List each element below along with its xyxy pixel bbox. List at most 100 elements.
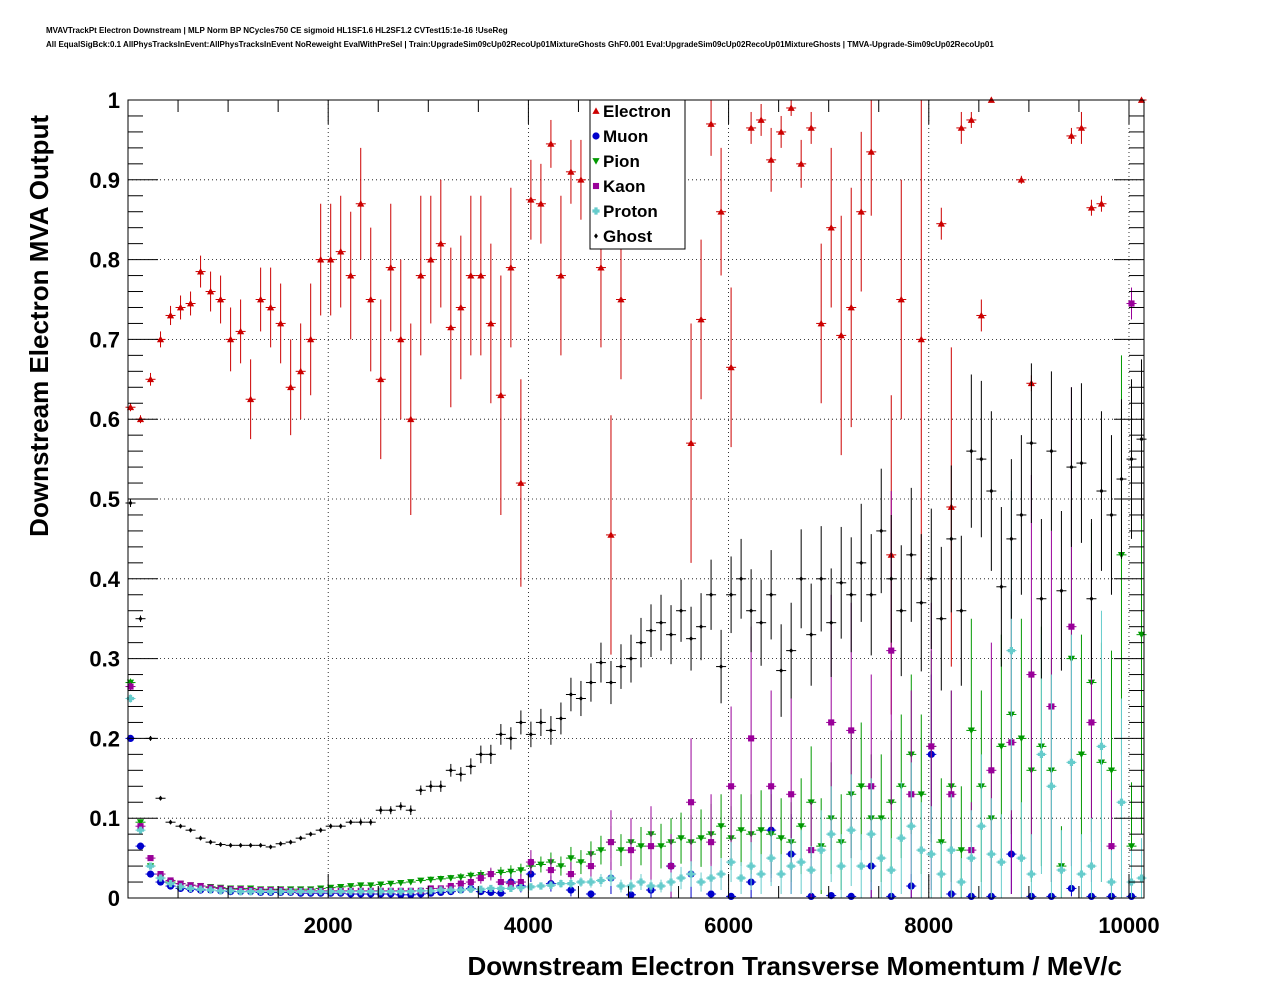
pion-point: [347, 883, 355, 890]
electron-point: [367, 295, 375, 303]
electron-point: [617, 295, 625, 303]
kaon-point: [447, 882, 454, 890]
ghost-point: [719, 663, 724, 670]
pion-point: [427, 876, 435, 884]
ghost-point: [558, 715, 563, 722]
proton-point: [537, 882, 545, 890]
electron-point: [767, 156, 775, 163]
kaon-point: [667, 863, 675, 870]
kaon-point: [477, 874, 484, 882]
electron-point: [697, 315, 705, 323]
proton-point: [847, 826, 855, 834]
electron-point: [747, 124, 755, 131]
ghost-point: [999, 584, 1004, 590]
electron-point: [967, 116, 975, 123]
ghost-point: [1059, 588, 1064, 594]
electron-point: [126, 403, 135, 411]
ghost-point: [1069, 464, 1074, 470]
proton-point: [777, 870, 785, 878]
electron-point: [237, 327, 245, 335]
electron-point: [307, 335, 315, 343]
ghost-point: [448, 767, 453, 773]
ghost-point: [829, 620, 834, 626]
electron-point: [186, 299, 195, 307]
ghost-point: [278, 841, 283, 847]
muon-point: [827, 892, 835, 900]
legend-label-electron: Electron: [603, 102, 671, 121]
ghost-point: [348, 819, 353, 825]
kaon-point: [788, 791, 795, 798]
electron-point: [287, 383, 295, 391]
pion-point: [717, 823, 725, 830]
electron-point: [797, 160, 805, 167]
muon-point: [156, 878, 165, 886]
proton-point: [1037, 750, 1045, 758]
ghost-point: [228, 842, 233, 848]
electron-point: [807, 124, 815, 131]
pion-point: [617, 847, 625, 854]
ghost-point: [538, 719, 543, 726]
pion-point: [757, 827, 765, 834]
legend-label-ghost: Ghost: [603, 227, 652, 246]
proton-point: [357, 888, 365, 896]
proton-point: [997, 858, 1005, 866]
kaon-point: [888, 647, 895, 654]
ghost-point: [238, 842, 243, 848]
pion-point: [497, 869, 505, 877]
proton-point: [186, 884, 195, 893]
electron-point: [557, 271, 565, 279]
ghost-point: [258, 842, 263, 848]
kaon-point: [687, 799, 695, 806]
proton-point: [787, 862, 795, 870]
proton-point: [206, 886, 215, 894]
electron-point: [597, 263, 605, 271]
muon-point: [707, 890, 715, 898]
ghost-point: [1009, 536, 1014, 542]
proton-point: [1077, 870, 1086, 878]
ghost-point: [699, 624, 704, 630]
ghost-point: [578, 695, 583, 702]
legend-entry-kaon: Kaon: [592, 177, 646, 196]
ghost-point: [408, 807, 413, 813]
x-axis-title: Downstream Electron Transverse Momentum …: [467, 951, 1122, 981]
proton-point: [927, 850, 935, 858]
electron-point: [166, 311, 175, 319]
ghost-point: [979, 456, 984, 462]
proton-point: [827, 830, 835, 838]
electron-point: [417, 271, 425, 279]
ghost-point: [208, 839, 213, 845]
legend-entry-pion: Pion: [592, 152, 640, 171]
kaon-point: [127, 683, 134, 690]
pion-point: [437, 875, 445, 883]
electron-point: [857, 208, 865, 215]
kaon-point: [1088, 719, 1095, 726]
muon-point: [497, 889, 505, 897]
electron-point: [477, 271, 485, 279]
electron-point: [447, 323, 455, 331]
proton-point: [527, 883, 535, 891]
ghost-point: [1049, 448, 1054, 454]
kaon-point: [157, 871, 164, 878]
ghost-point: [498, 731, 503, 738]
electron-point: [277, 319, 285, 327]
pion-point: [407, 879, 415, 886]
ghost-point: [779, 667, 784, 674]
series-ghost: [125, 359, 1147, 850]
electron-point: [1017, 176, 1025, 183]
pion-point: [1077, 751, 1086, 758]
pion-point: [957, 847, 965, 854]
electron-point: [507, 263, 515, 271]
muon-point: [847, 892, 855, 901]
pion-point: [136, 819, 145, 826]
ghost-point: [438, 783, 443, 789]
header-line-1: MVAVTrackPt Electron Downstream | MLP No…: [46, 26, 508, 35]
electron-point: [317, 256, 325, 263]
kaon-point: [567, 871, 574, 878]
ghost-point: [929, 576, 934, 582]
electron-point: [957, 124, 965, 131]
ghost-point: [428, 783, 433, 789]
proton-point: [817, 846, 825, 854]
electron-point: [717, 208, 725, 215]
electron-point: [497, 391, 505, 399]
